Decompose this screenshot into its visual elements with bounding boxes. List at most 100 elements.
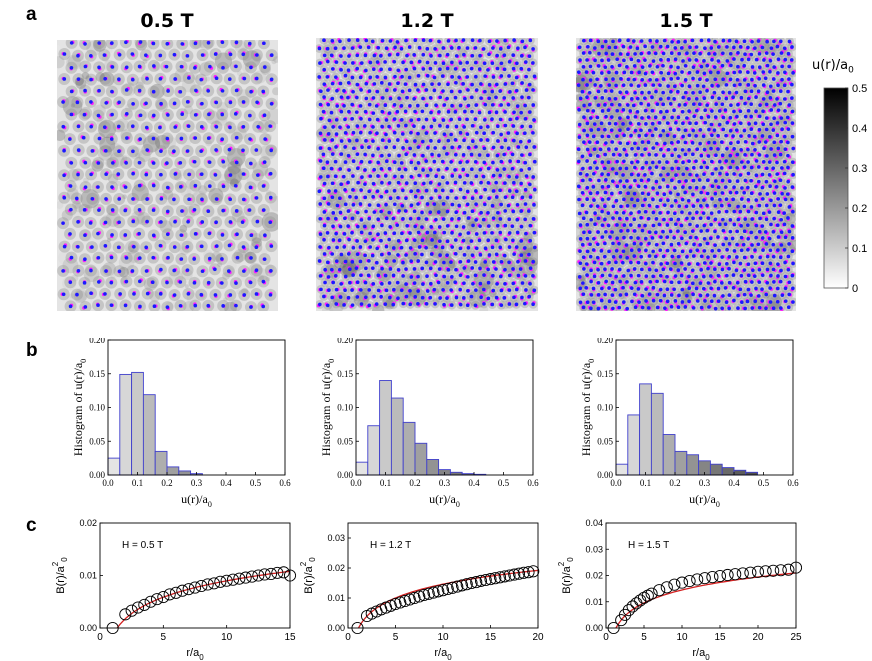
data-point [460, 578, 473, 591]
y-axis-label: Histogram of u(r)/a0 [319, 359, 336, 456]
data-point [252, 569, 265, 582]
histogram-bar [414, 442, 428, 476]
data-point [413, 590, 426, 603]
x-tick-label: 0.4 [220, 478, 232, 488]
data-point [470, 576, 483, 589]
y-tick-label: 0.05 [597, 436, 613, 446]
data-point [522, 566, 535, 579]
x-tick-label: 10 [437, 632, 449, 643]
data-point [683, 574, 696, 588]
data-point [441, 582, 454, 596]
histogram-bar [650, 392, 664, 476]
data-point [736, 567, 749, 580]
histogram-bar [721, 467, 735, 476]
histogram-bar [178, 470, 192, 476]
colorbar-gradient [823, 87, 849, 289]
data-point [233, 572, 246, 585]
data-point [125, 604, 138, 617]
x-tick-label: 10 [221, 632, 233, 643]
histogram-bar [390, 397, 404, 476]
data-point [277, 566, 290, 579]
x-axis-label: r/a0 [692, 647, 710, 661]
histogram-bar [379, 380, 392, 476]
x-tick-label: 5 [641, 632, 647, 643]
x-tick-label: 0.4 [728, 478, 740, 488]
data-point [422, 587, 435, 600]
histogram-bar [119, 373, 133, 476]
x-tick-label: 0.4 [468, 478, 480, 488]
field-annotation: H = 1.2 T [370, 540, 411, 551]
histogram-bar [142, 394, 156, 476]
x-tick-label: 0.6 [527, 478, 539, 488]
data-point [403, 593, 416, 606]
data-point [744, 566, 757, 579]
data-point [698, 572, 711, 585]
x-tick-label: 0.6 [279, 478, 291, 488]
panel-letter-b: b [26, 340, 38, 361]
data-point [138, 598, 151, 611]
histogram-bar [131, 371, 144, 476]
data-point [258, 568, 271, 581]
data-point [675, 576, 689, 589]
x-tick-label: 0.2 [409, 478, 420, 488]
data-point [618, 608, 632, 621]
x-tick-label: 20 [752, 632, 764, 643]
data-point [226, 573, 240, 586]
histogram-bar [709, 463, 723, 476]
data-point [626, 600, 639, 613]
x-tick-label: 10 [676, 632, 688, 643]
y-tick-label: 0.20 [597, 338, 613, 345]
histogram-1.2T: 0.0 0.1 0.2 0.3 0.4 0.5 0.6 0.00 0.05 0.10 0.15 0.2… [319, 338, 539, 508]
histogram-bar [639, 383, 652, 476]
data-point [713, 569, 727, 583]
data-point [394, 596, 407, 609]
data-point [512, 567, 526, 580]
displacement-plot-1.2T: 0 5 10 15 20 0.00 0.01 0.02 0.03 H = 1.2 T r/a0 B(r… [300, 522, 544, 661]
data-point [479, 573, 492, 587]
x-tick-label: 0.5 [498, 478, 510, 488]
histogram-bar [662, 434, 676, 476]
data-point [484, 573, 497, 586]
x-tick-label: 0 [345, 632, 351, 643]
y-tick-label: 0.05 [89, 436, 105, 446]
data-point [239, 571, 252, 584]
y-tick-label: 0.00 [337, 470, 353, 480]
data-point [691, 573, 704, 586]
colorbar-label: u(r)/a0 [812, 58, 854, 76]
data-point [436, 584, 450, 597]
data-point [163, 588, 176, 601]
y-tick-label: 0.01 [79, 571, 97, 581]
y-tick-label: 0.00 [327, 623, 345, 633]
data-point [119, 608, 132, 621]
data-point [271, 566, 284, 579]
data-point [408, 591, 421, 605]
data-point [729, 568, 742, 581]
data-point [455, 579, 469, 592]
x-tick-label: 0.3 [439, 478, 451, 488]
histogram-0.5T: 0.0 0.1 0.2 0.3 0.4 0.5 0.6 0.00 0.05 0.10 0.15 0.2… [71, 338, 291, 508]
vortex-map-0.5T [57, 40, 278, 311]
y-tick-label: 0.10 [89, 403, 105, 413]
data-point [398, 594, 412, 608]
x-axis-label: r/a0 [434, 647, 452, 661]
data-point [503, 569, 516, 582]
histogram-bar [615, 463, 629, 476]
data-point [451, 580, 464, 593]
y-tick-label: 0.04 [585, 518, 603, 528]
y-tick-label: 0.20 [89, 338, 105, 345]
data-point [150, 593, 164, 606]
data-point [417, 588, 431, 602]
x-tick-label: 25 [790, 632, 802, 643]
histogram-bar [627, 414, 641, 476]
x-tick-label: 15 [284, 632, 296, 643]
data-point [660, 581, 673, 594]
data-point [427, 586, 440, 599]
data-point [653, 584, 666, 597]
histogram-bar [107, 457, 121, 476]
y-tick-label: 0.01 [327, 593, 345, 603]
y-tick-label: 0.10 [337, 403, 353, 413]
y-axis-label: Histogram of u(r)/a0 [579, 359, 596, 456]
x-tick-label: 0 [603, 632, 609, 643]
field-title-1.5T: 1.5 T [659, 10, 713, 32]
data-point [774, 564, 787, 577]
